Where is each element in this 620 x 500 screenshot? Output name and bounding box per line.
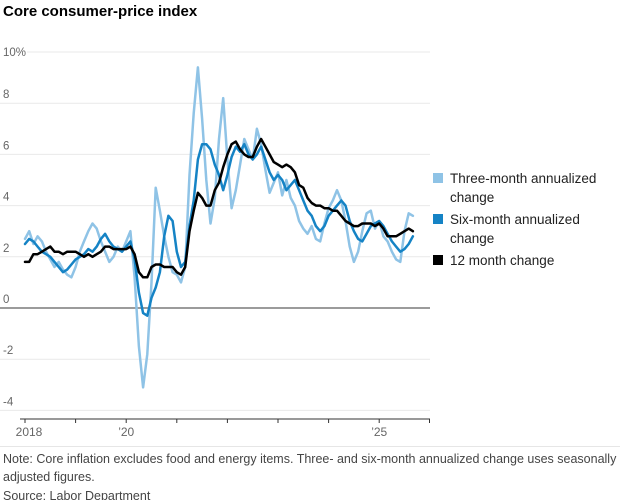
y-axis-tick-label: 0 <box>3 294 9 306</box>
line-chart: 10% 8 6 4 2 0 -2 -4 2018 ’20 ’25 <box>0 47 430 439</box>
chart-title: Core consumer-price index <box>3 3 198 20</box>
y-axis-tick-label: 10% <box>3 47 26 59</box>
legend-item: 12 month change <box>433 251 617 270</box>
legend-swatch <box>433 173 443 183</box>
y-axis-tick-label: -4 <box>3 396 14 408</box>
x-axis-tick-label: ’25 <box>371 425 387 439</box>
legend-label: Three-month annualized change <box>450 171 597 205</box>
legend-swatch <box>433 214 443 224</box>
series-line <box>23 137 415 279</box>
note-text: Note: Core inflation excludes food and e… <box>3 452 617 484</box>
series-line <box>23 66 415 389</box>
legend-label: 12 month change <box>450 253 555 268</box>
y-axis-tick-label: 2 <box>3 243 9 255</box>
legend-swatch <box>433 255 443 265</box>
legend-item: Six-month annualized change <box>433 210 617 248</box>
y-axis-tick-label: 4 <box>3 192 10 204</box>
series-line <box>23 142 415 317</box>
chart-footnote: Note: Core inflation excludes food and e… <box>0 446 620 500</box>
y-axis-tick-label: 6 <box>3 140 9 152</box>
legend-label: Six-month annualized change <box>450 212 580 246</box>
x-axis-tick-label: ’20 <box>118 425 134 439</box>
x-axis-tick-label: 2018 <box>16 425 43 439</box>
y-axis-tick-label: 8 <box>3 89 9 101</box>
legend-item: Three-month annualized change <box>433 169 617 207</box>
source-text: Source: Labor Department <box>3 488 151 500</box>
legend: Three-month annualized change Six-month a… <box>433 169 617 270</box>
y-axis-tick-label: -2 <box>3 345 13 357</box>
